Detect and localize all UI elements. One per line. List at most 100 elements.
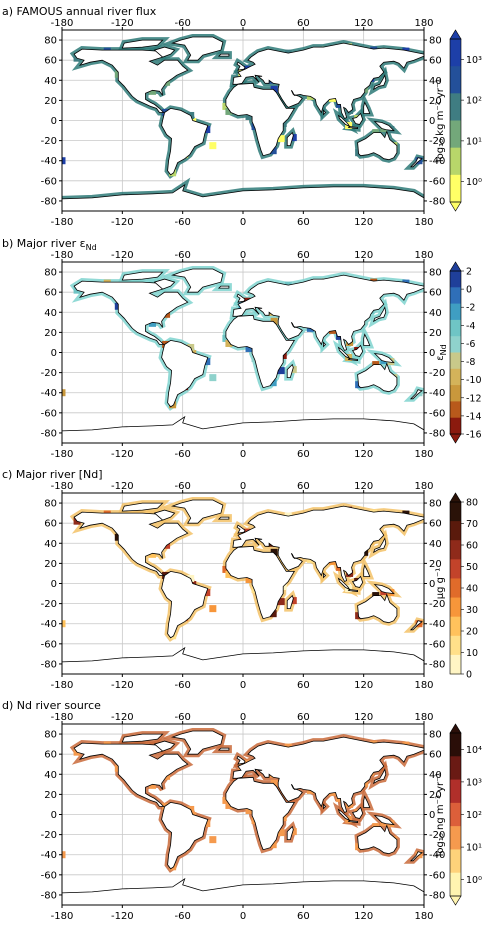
colorbar-tick-label: 10² <box>466 96 482 107</box>
landmass-japan <box>372 74 387 91</box>
y-tick-label-right: -60 <box>429 176 445 187</box>
colorbar-tick-label: -4 <box>466 321 475 332</box>
coastlines <box>62 36 424 211</box>
y-tick-label-right: 40 <box>429 770 442 781</box>
landmass-baffin-island <box>153 740 176 752</box>
y-tick-label-right: -20 <box>429 830 445 841</box>
landmass-greenland <box>171 499 224 524</box>
y-tick-label-left: -40 <box>41 850 57 861</box>
y-tick-label-left: 40 <box>44 308 57 319</box>
river-cell <box>222 565 230 573</box>
y-tick-label-right: -40 <box>429 388 445 399</box>
river-cell <box>270 548 278 556</box>
y-tick-label-right: 0 <box>429 116 435 127</box>
x-tick-label-top: 60 <box>297 18 310 29</box>
river-cell <box>222 334 230 342</box>
y-tick-label-right: 40 <box>429 76 442 87</box>
landmass-java <box>347 589 358 592</box>
x-tick-label-top: 60 <box>297 712 310 723</box>
y-tick-label-right: -80 <box>429 890 445 901</box>
x-tick-label-top: -180 <box>51 18 74 29</box>
landmass-baffin-island <box>153 278 176 290</box>
y-tick-label-right: -20 <box>429 368 445 379</box>
y-tick-label-left: 20 <box>44 96 57 107</box>
y-tick-label-left: -40 <box>41 156 57 167</box>
y-tick-label-right: 80 <box>429 268 442 279</box>
landmass-britain <box>236 755 246 765</box>
colorbar-segment <box>450 93 461 121</box>
landmass-japan <box>372 537 387 554</box>
colorbar-tick-label: -6 <box>466 339 475 350</box>
landmass-java <box>347 126 358 129</box>
river-cell <box>149 781 156 789</box>
colorbar-segment <box>450 147 461 176</box>
landmass-africa <box>225 82 296 157</box>
river-cell <box>62 620 66 628</box>
x-tick-label-bottom: -180 <box>51 680 74 691</box>
x-tick-label-top: 60 <box>297 481 310 492</box>
x-tick-label-bottom: 60 <box>297 680 310 691</box>
river-cell <box>269 841 277 849</box>
x-tick-label-bottom: -120 <box>111 911 134 922</box>
landmass-philippines <box>363 795 371 808</box>
landmass-antarctica <box>62 183 424 211</box>
y-tick-label-right: -60 <box>429 639 445 650</box>
x-tick-label-top: 180 <box>414 481 433 492</box>
x-tick-label-bottom: 180 <box>414 911 433 922</box>
y-tick-label-left: -20 <box>41 830 57 841</box>
y-tick-label-left: 40 <box>44 539 57 550</box>
landmass-south-america <box>161 570 209 639</box>
colorbar-segment <box>450 385 461 402</box>
landmass-africa <box>225 545 296 620</box>
y-tick-label-left: -20 <box>41 599 57 610</box>
colorbar-segment <box>450 802 461 827</box>
map-area <box>61 261 425 444</box>
landmass-antarctica <box>62 646 424 674</box>
colorbar-tick-label: 30 <box>466 605 478 616</box>
colorbar-extend-max <box>449 492 462 503</box>
colorbar-segment <box>450 174 461 203</box>
landmass-madagascar <box>286 825 294 840</box>
colorbar-tick-label: 0 <box>466 670 472 681</box>
y-tick-label-left: 20 <box>44 790 57 801</box>
river-cell <box>277 829 285 837</box>
landmass-new-zealand <box>409 389 423 400</box>
y-tick-label-right: 60 <box>429 519 442 530</box>
y-tick-label-left: -20 <box>41 136 57 147</box>
coastlines <box>62 268 424 443</box>
x-tick-label-bottom: 120 <box>354 911 373 922</box>
colorbar-tick-label: -2 <box>466 303 475 314</box>
river-cell <box>245 806 253 814</box>
x-tick-label-bottom: 60 <box>297 449 310 460</box>
x-tick-label-bottom: 180 <box>414 449 433 460</box>
colorbar-segment <box>450 303 461 321</box>
panel-title: a) FAMOUS annual river flux <box>2 5 157 18</box>
river-cell <box>269 379 277 387</box>
panel-a: a) FAMOUS annual river flux-180-180-120-… <box>2 5 482 228</box>
y-tick-label-left: -80 <box>41 890 57 901</box>
x-tick-label-top: 120 <box>354 250 373 261</box>
y-tick-label-left: 60 <box>44 519 57 530</box>
colorbar-segment <box>450 872 461 897</box>
landmass-philippines <box>363 333 371 346</box>
river-cell <box>225 339 233 347</box>
landmass-sri-lanka <box>323 341 327 348</box>
y-tick-label-left: -60 <box>41 176 57 187</box>
landmass-eurasia <box>232 505 424 583</box>
river-cell <box>149 319 156 327</box>
x-tick-label-top: 120 <box>354 712 373 723</box>
river-cell <box>203 358 211 366</box>
y-tick-label-right: -40 <box>429 156 445 167</box>
colorbar-tick-label: 10⁰ <box>466 875 482 886</box>
x-tick-label-bottom: -180 <box>51 911 74 922</box>
y-tick-label-right: 20 <box>429 790 442 801</box>
colorbar-segment <box>450 559 461 579</box>
y-tick-label-right: 0 <box>429 348 435 359</box>
x-tick-label-bottom: 60 <box>297 217 310 228</box>
y-tick-label-left: 60 <box>44 56 57 67</box>
river-cell <box>269 147 277 155</box>
colorbar-tick-label: 20 <box>466 627 478 638</box>
y-tick-label-left: 40 <box>44 770 57 781</box>
colorbar-tick-label: 10² <box>466 810 482 821</box>
landmass-africa <box>225 314 296 389</box>
